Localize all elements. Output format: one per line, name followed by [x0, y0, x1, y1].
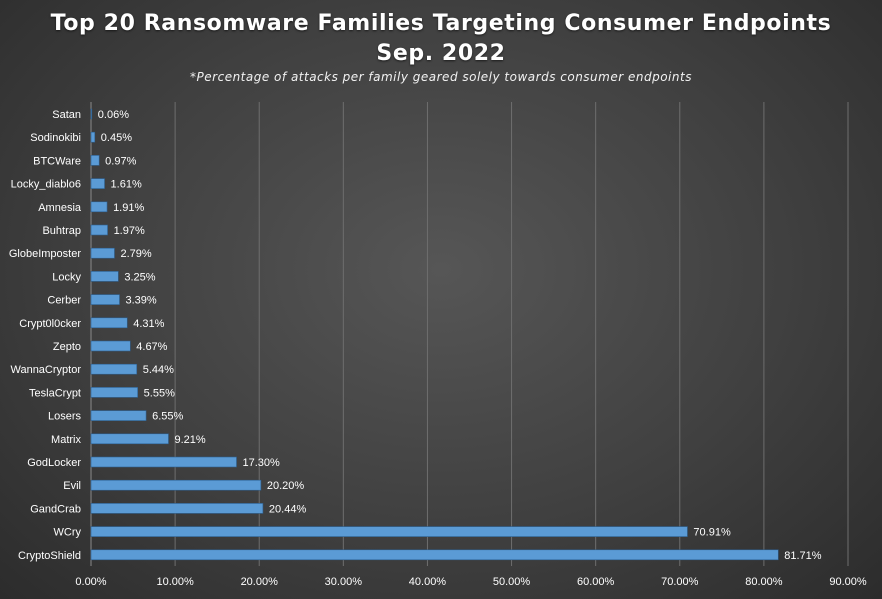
bar — [90, 456, 237, 468]
data-label: 5.55% — [144, 387, 175, 399]
category-label: Locky_diablo6 — [11, 179, 81, 191]
bar — [90, 224, 108, 236]
x-tick-label: 20.00% — [241, 576, 279, 588]
data-label: 17.30% — [243, 457, 281, 469]
category-label: GlobeImposter — [9, 248, 81, 260]
category-label: Locky — [52, 271, 81, 283]
category-label: TeslaCrypt — [29, 387, 81, 399]
data-label: 1.61% — [111, 179, 142, 191]
x-tick-label: 30.00% — [325, 576, 363, 588]
bar — [90, 178, 105, 189]
data-label: 1.91% — [113, 202, 144, 214]
bar — [90, 433, 169, 445]
data-label: 20.20% — [267, 480, 305, 492]
x-tick-label: 0.00% — [75, 576, 106, 588]
bar — [90, 503, 264, 514]
data-label: 3.39% — [126, 295, 157, 307]
bar — [90, 526, 688, 537]
data-label: 0.97% — [105, 155, 136, 167]
bar — [90, 271, 119, 282]
data-label: 4.31% — [133, 318, 164, 330]
data-label: 1.97% — [114, 225, 145, 237]
bar — [90, 294, 120, 305]
chart-subtitle: *Percentage of attacks per family geared… — [190, 70, 692, 84]
category-label: Amnesia — [38, 202, 82, 214]
category-label: WannaCryptor — [10, 364, 81, 376]
bar — [90, 340, 131, 352]
x-tick-label: 80.00% — [745, 576, 783, 588]
category-label: Buhtrap — [42, 225, 81, 237]
category-label: GandCrab — [30, 503, 81, 515]
bar — [90, 549, 779, 561]
bar — [90, 201, 108, 213]
category-label: GodLocker — [27, 457, 81, 469]
x-tick-label: 60.00% — [577, 576, 615, 588]
data-label: 20.44% — [269, 503, 307, 515]
bar — [90, 108, 93, 120]
data-label: 0.45% — [101, 132, 132, 144]
category-label: Crypt0l0cker — [19, 318, 81, 330]
bar — [90, 479, 262, 491]
category-label: Cerber — [47, 295, 81, 307]
category-label: CryptoShield — [18, 550, 81, 562]
data-label: 2.79% — [120, 248, 151, 260]
category-label: Losers — [48, 411, 82, 423]
bar — [90, 410, 147, 421]
bar — [90, 387, 138, 398]
category-label: WCry — [54, 527, 82, 539]
data-label: 3.25% — [124, 271, 155, 283]
bar — [90, 317, 128, 329]
bar — [90, 363, 138, 375]
data-label: 4.67% — [136, 341, 167, 353]
data-label: 5.44% — [143, 364, 174, 376]
x-tick-label: 50.00% — [493, 576, 531, 588]
bar — [90, 247, 115, 259]
data-label: 81.71% — [784, 550, 822, 562]
bar — [90, 131, 96, 143]
x-tick-label: 90.00% — [829, 576, 867, 588]
chart-title-line-1: Top 20 Ransomware Families Targeting Con… — [50, 11, 832, 36]
x-tick-label: 70.00% — [661, 576, 699, 588]
data-label: 70.91% — [693, 527, 731, 539]
category-label: Evil — [63, 480, 81, 492]
bar — [90, 155, 100, 166]
category-label: Sodinokibi — [30, 132, 81, 144]
data-label: 6.55% — [152, 411, 183, 423]
category-label: Satan — [52, 109, 81, 121]
category-label: Zepto — [53, 341, 81, 353]
chart-title-line-2: Sep. 2022 — [376, 41, 506, 66]
x-tick-label: 10.00% — [156, 576, 194, 588]
category-label: Matrix — [51, 434, 81, 446]
category-label: BTCWare — [33, 155, 81, 167]
x-tick-label: 40.00% — [409, 576, 447, 588]
data-label: 9.21% — [174, 434, 205, 446]
data-label: 0.06% — [98, 109, 129, 121]
